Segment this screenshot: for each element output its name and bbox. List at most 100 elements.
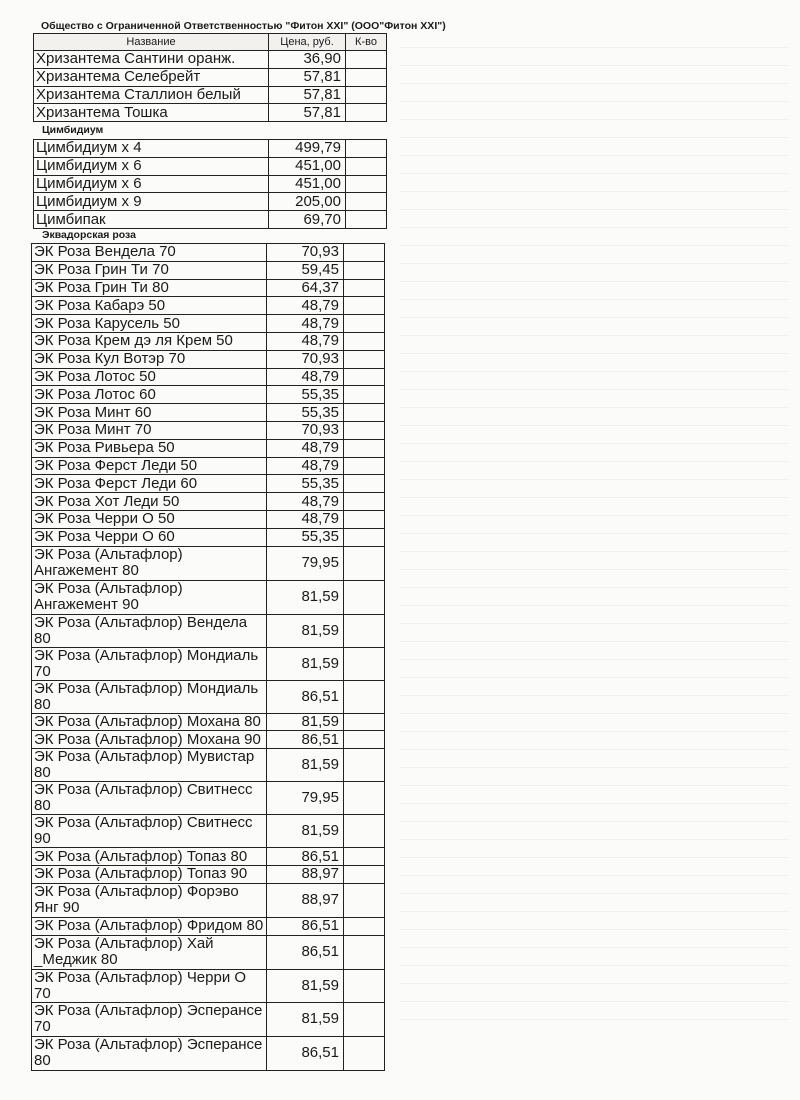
product-name: Цимбидиум х 6 (33, 174, 269, 194)
product-price: 48,79 (266, 314, 344, 333)
table-row: ЭК Роза Минт 60 55,35 (31, 403, 385, 422)
quantity-cell[interactable] (343, 814, 385, 849)
quantity-cell[interactable] (343, 492, 385, 511)
quantity-cell[interactable] (343, 545, 385, 581)
quantity-cell[interactable] (343, 730, 385, 750)
product-name: ЭК Роза Кабарэ 50 (31, 296, 267, 316)
product-name: ЭК Роза Грин Ти 80 (31, 278, 267, 298)
table-row: ЭК Роза Ферст Леди 60 55,35 (31, 474, 385, 494)
product-price: 81,59 (266, 579, 344, 615)
product-name: ЭК Роза (Альтафлор) Топаз 80 (31, 847, 267, 866)
product-name: ЭК Роза (Альтафлор) Ангажемент 90 (31, 579, 267, 615)
quantity-cell[interactable] (345, 210, 387, 229)
product-price: 86,51 (266, 934, 344, 970)
table-row: ЭК Роза Хот Леди 50 48,79 (31, 492, 385, 511)
quantity-cell[interactable] (343, 748, 385, 783)
table-row: ЭК Роза Лотос 50 48,79 (31, 367, 385, 387)
quantity-cell[interactable] (343, 882, 385, 918)
quantity-cell[interactable] (343, 579, 385, 615)
quantity-cell[interactable] (343, 527, 385, 547)
product-price: 48,79 (266, 331, 344, 351)
product-name: Цимбипак (33, 210, 269, 229)
product-name: Хризантема Селебрейт (33, 67, 269, 87)
product-name: Хризантема Тошка (33, 103, 269, 123)
quantity-cell[interactable] (345, 156, 387, 176)
table-row: ЭК Роза Лотос 60 55,35 (31, 385, 385, 405)
table-row: Хризантема Селебрейт 57,81 (33, 67, 387, 87)
document-title: Общество с Ограниченной Ответственностью… (41, 20, 446, 32)
quantity-cell[interactable] (343, 420, 385, 440)
product-price: 451,00 (268, 156, 346, 176)
product-price: 57,81 (268, 67, 346, 87)
quantity-cell[interactable] (343, 712, 385, 732)
product-name: ЭК Роза (Альтафлор) Мондиаль 80 (31, 679, 267, 714)
quantity-cell[interactable] (345, 174, 387, 194)
ecuador-rose-table: ЭК Роза Вендела 70 70,93 ЭК Роза Грин Ти 7… (31, 243, 385, 1071)
product-name: ЭК Роза (Альтафлор) Вендела 80 (31, 613, 267, 648)
quantity-cell[interactable] (345, 67, 387, 87)
product-name: Хризантема Сантини оранж. (33, 50, 269, 69)
table-row: ЭК Роза Крем дэ ля Крем 50 48,79 (31, 331, 385, 351)
product-price: 70,93 (266, 349, 344, 369)
product-price: 55,35 (266, 474, 344, 494)
quantity-cell[interactable] (343, 847, 385, 866)
table-row: Хризантема Тошка 57,81 (33, 103, 387, 123)
quantity-cell[interactable] (345, 192, 387, 212)
product-name: ЭК Роза Ривьера 50 (31, 438, 267, 458)
quantity-cell[interactable] (343, 243, 385, 262)
table-row: Цимбидиум х 6 451,00 (33, 174, 387, 194)
product-price: 36,90 (268, 50, 346, 69)
product-price: 81,59 (266, 1001, 344, 1037)
product-price: 86,51 (266, 679, 344, 714)
scan-bleedthrough (400, 30, 790, 1030)
product-name: ЭК Роза (Альтафлор) Ангажемент 80 (31, 545, 267, 581)
quantity-cell[interactable] (343, 331, 385, 351)
quantity-cell[interactable] (343, 314, 385, 333)
quantity-cell[interactable] (343, 613, 385, 648)
cymbidium-table: Цимбидиум х 4 499,79 Цимбидиум х 6 451,00 Ци… (33, 139, 387, 229)
quantity-cell[interactable] (345, 103, 387, 123)
quantity-cell[interactable] (343, 916, 385, 936)
table-row: ЭК Роза Черри О 60 55,35 (31, 527, 385, 547)
quantity-cell[interactable] (343, 403, 385, 422)
product-price: 88,97 (266, 864, 344, 884)
quantity-cell[interactable] (345, 85, 387, 105)
product-name: ЭК Роза (Альтафлор) Топаз 90 (31, 864, 267, 884)
quantity-cell[interactable] (343, 781, 385, 816)
product-name: ЭК Роза Лотос 60 (31, 385, 267, 405)
quantity-cell[interactable] (343, 864, 385, 884)
product-name: ЭК Роза (Альтафлор) Эсперансе 70 (31, 1001, 267, 1037)
quantity-cell[interactable] (343, 438, 385, 458)
quantity-cell[interactable] (343, 385, 385, 405)
table-row: ЭК Роза Минт 70 70,93 (31, 420, 385, 440)
table-row: ЭК Роза Вендела 70 70,93 (31, 243, 385, 262)
table-row: ЭК Роза Грин Ти 80 64,37 (31, 278, 385, 298)
product-name: Хризантема Сталлион белый (33, 85, 269, 105)
product-name: ЭК Роза Минт 70 (31, 420, 267, 440)
quantity-cell[interactable] (343, 509, 385, 529)
quantity-cell[interactable] (343, 278, 385, 298)
quantity-cell[interactable] (343, 474, 385, 494)
quantity-cell[interactable] (345, 139, 387, 158)
product-price: 205,00 (268, 192, 346, 212)
product-price: 55,35 (266, 385, 344, 405)
quantity-cell[interactable] (343, 646, 385, 681)
quantity-cell[interactable] (345, 50, 387, 69)
quantity-cell[interactable] (343, 260, 385, 280)
quantity-cell[interactable] (343, 367, 385, 387)
quantity-cell[interactable] (343, 349, 385, 369)
table-row: ЭК Роза (Альтафлор) Ангажемент 90 81,59 (31, 579, 385, 615)
quantity-cell[interactable] (343, 679, 385, 714)
quantity-cell[interactable] (343, 934, 385, 970)
product-price: 81,59 (266, 613, 344, 648)
table-row: ЭК Роза (Альтафлор) Мондиаль 80 86,51 (31, 679, 385, 714)
quantity-cell[interactable] (343, 1001, 385, 1037)
table-row: ЭК Роза Кул Вотэр 70 70,93 (31, 349, 385, 369)
quantity-cell[interactable] (343, 456, 385, 476)
product-name: ЭК Роза Крем дэ ля Крем 50 (31, 331, 267, 351)
product-price: 48,79 (266, 296, 344, 316)
section-label-cymbidium: Цимбидиум (42, 124, 104, 136)
quantity-cell[interactable] (343, 296, 385, 316)
quantity-cell[interactable] (343, 1035, 385, 1071)
quantity-cell[interactable] (343, 968, 385, 1003)
